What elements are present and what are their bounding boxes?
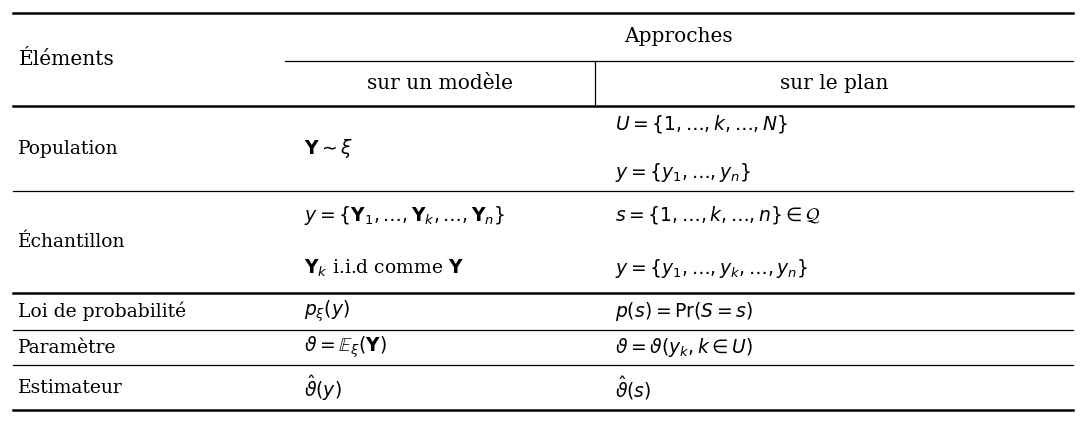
Text: $p_\xi(y)$: $p_\xi(y)$	[304, 299, 350, 325]
Text: $y = \{y_1,\ldots,y_n\}$: $y = \{y_1,\ldots,y_n\}$	[615, 161, 750, 184]
Text: $\vartheta = \vartheta(y_k, k \in U)$: $\vartheta = \vartheta(y_k, k \in U)$	[615, 336, 753, 359]
Text: Paramètre: Paramètre	[18, 338, 117, 357]
Text: $\hat{\vartheta}(s)$: $\hat{\vartheta}(s)$	[615, 374, 651, 401]
Text: Éléments: Éléments	[18, 50, 114, 69]
Text: $\vartheta = \mathbb{E}_\xi(\mathbf{Y})$: $\vartheta = \mathbb{E}_\xi(\mathbf{Y})$	[304, 335, 388, 360]
Text: Population: Population	[18, 140, 119, 157]
Text: $y = \{y_1,\ldots,y_k,\ldots,y_n\}$: $y = \{y_1,\ldots,y_k,\ldots,y_n\}$	[615, 257, 808, 280]
Text: Estimateur: Estimateur	[18, 379, 123, 397]
Text: sur un modèle: sur un modèle	[367, 74, 513, 93]
Text: $U = \{1,\ldots,k,\ldots,N\}$: $U = \{1,\ldots,k,\ldots,N\}$	[615, 114, 787, 135]
Text: $y = \{\mathbf{Y}_1,\ldots,\mathbf{Y}_k,\ldots,\mathbf{Y}_n\}$: $y = \{\mathbf{Y}_1,\ldots,\mathbf{Y}_k,…	[304, 204, 505, 227]
Text: Échantillon: Échantillon	[18, 233, 126, 251]
Text: Approches: Approches	[624, 27, 733, 46]
Text: $p(s) = \Pr(S = s)$: $p(s) = \Pr(S = s)$	[615, 300, 753, 323]
Text: Loi de probabilité: Loi de probabilité	[18, 302, 187, 322]
Text: $\mathbf{Y}_k$ i.i.d comme $\mathbf{Y}$: $\mathbf{Y}_k$ i.i.d comme $\mathbf{Y}$	[304, 258, 464, 279]
Text: $\hat{\vartheta}(y)$: $\hat{\vartheta}(y)$	[304, 373, 342, 403]
Text: sur le plan: sur le plan	[780, 74, 888, 93]
Text: $\mathbf{Y} \sim \xi$: $\mathbf{Y} \sim \xi$	[304, 137, 353, 160]
Text: $s = \{1,\ldots,k,\ldots,n\} \in \mathcal{Q}$: $s = \{1,\ldots,k,\ldots,n\} \in \mathca…	[615, 204, 821, 227]
